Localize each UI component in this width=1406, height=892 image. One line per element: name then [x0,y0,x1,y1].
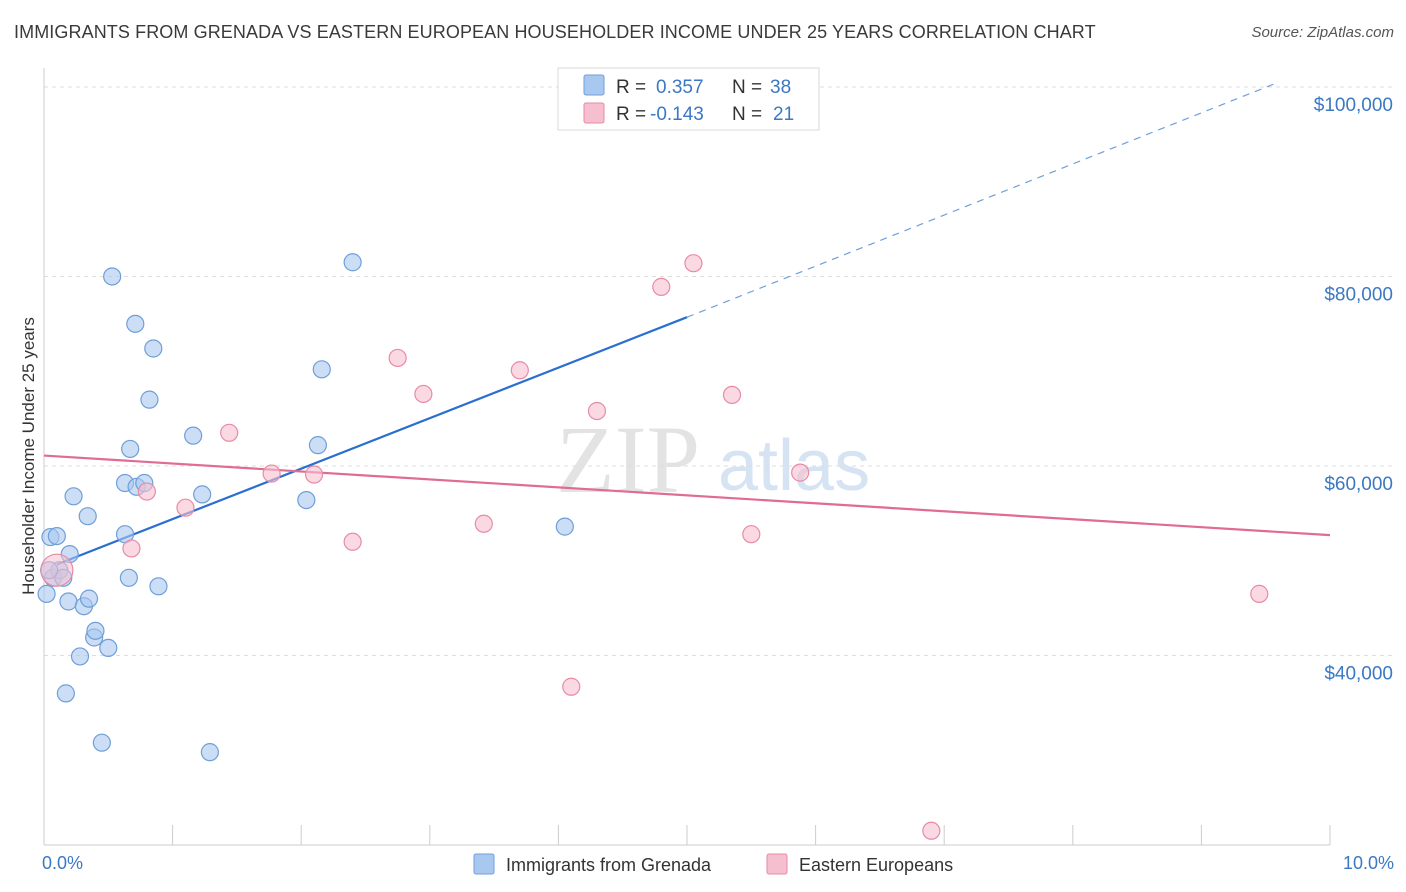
point-eastern [137,482,156,501]
point-grenada [343,253,362,272]
point-grenada [37,584,56,603]
point-eastern [742,525,761,544]
x-tick-labels: 0.0% 10.0% [42,853,1394,873]
legend-n-label-1: N = [732,77,762,98]
watermark-zip: ZIP [556,406,700,513]
point-grenada [103,267,122,286]
point-grenada [144,339,163,358]
point-eastern [684,254,703,273]
y-tick-label: $80,000 [1324,284,1393,305]
point-grenada [121,439,140,459]
point-grenada [200,743,219,762]
point-eastern [40,553,74,587]
legend-swatch-blue [583,74,605,96]
y-tick-labels: $40,000 $60,000 $80,000 $100,000 [1314,95,1393,685]
point-eastern [562,677,581,696]
point-grenada [99,638,118,658]
y-tick-label: $100,000 [1314,95,1393,116]
point-eastern [510,361,529,380]
point-grenada [555,517,574,536]
trend-lines [43,81,1331,566]
y-axis-title: Householder Income Under 25 years [19,317,38,595]
point-eastern [652,277,671,296]
point-grenada [56,684,75,703]
point-grenada [119,568,138,587]
point-eastern [722,385,742,405]
point-eastern [474,514,493,533]
point-grenada [86,621,105,640]
legend-n-value-1: 38 [770,77,791,98]
point-grenada [59,592,78,611]
y-tick-label: $40,000 [1324,663,1393,684]
point-eastern [587,401,607,421]
trend-line-eastern [43,454,1331,537]
legend: R = 0.357 N = 38 R = -0.143 N = 21 [557,67,820,131]
legend-r-value-2: -0.143 [650,104,704,125]
point-eastern [304,465,324,484]
point-eastern [220,423,239,442]
legend-n-value-2: 21 [773,104,794,125]
legend-n-label-2: N = [732,104,762,125]
y-tick-label: $60,000 [1324,474,1393,495]
bottom-legend-swatch-eastern [766,853,788,875]
bottom-legend-swatch-grenada [473,853,495,875]
legend-swatch-pink [583,102,605,124]
source-credit: Source: ZipAtlas.com [1251,24,1394,41]
point-eastern [176,498,195,517]
point-eastern [922,821,941,840]
point-grenada [193,485,212,504]
trend-line-grenada [56,316,688,566]
point-grenada [312,360,331,379]
point-eastern [343,532,362,551]
data-points [37,253,1269,840]
point-grenada [70,647,90,666]
legend-r-label-1: R = [616,77,646,98]
point-eastern [791,463,810,482]
point-eastern [122,539,141,558]
bottom-legend-label-eastern: Eastern Europeans [799,855,953,875]
chart-title: IMMIGRANTS FROM GRENADA VS EASTERN EUROP… [14,22,1096,42]
x-tick-label: 10.0% [1343,853,1394,873]
bottom-legend: Immigrants from Grenada Eastern European… [473,853,953,875]
x-tick-label: 0.0% [42,853,83,873]
point-grenada [149,577,168,596]
legend-r-value-1: 0.357 [656,77,704,98]
point-eastern [262,464,281,483]
point-eastern [388,348,407,368]
point-eastern [1250,584,1269,603]
legend-r-label-2: R = [616,104,646,125]
point-grenada [297,490,316,510]
point-eastern [414,384,433,404]
point-grenada [126,314,145,333]
trend-line-grenada-extension [686,81,1279,318]
point-grenada [184,426,203,445]
point-grenada [64,487,83,506]
point-grenada [78,507,97,526]
point-grenada [79,589,99,608]
point-grenada [47,526,66,546]
point-grenada [92,733,111,752]
point-grenada [308,436,328,455]
point-grenada [140,390,159,409]
grid-lines [44,86,1394,656]
bottom-legend-label-grenada: Immigrants from Grenada [506,855,712,875]
